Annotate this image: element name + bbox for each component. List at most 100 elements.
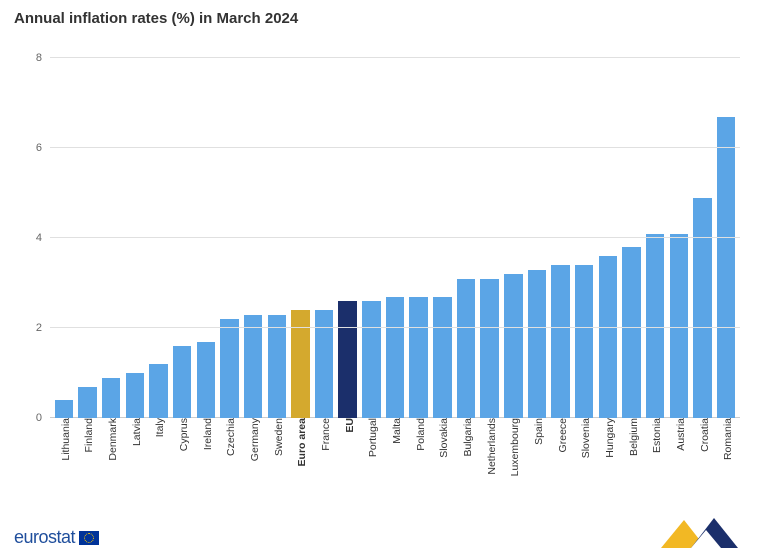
- bar: [220, 319, 238, 418]
- x-axis-label: Estonia: [647, 418, 663, 453]
- x-axis-label: Ireland: [198, 418, 214, 450]
- bar-slot: Greece: [549, 58, 573, 418]
- bar-slot: Euro area: [289, 58, 313, 418]
- bar-slot: Belgium: [620, 58, 644, 418]
- chart-area: LithuaniaFinlandDenmarkLatviaItalyCyprus…: [50, 58, 740, 418]
- x-axis-label: Euro area: [292, 418, 308, 466]
- bar-slot: Finland: [76, 58, 100, 418]
- eurostat-text: eurostat: [14, 527, 75, 548]
- bar-slot: Portugal: [360, 58, 384, 418]
- x-axis-label: Netherlands: [482, 418, 498, 475]
- bar: [599, 256, 617, 418]
- x-axis-label: Czechia: [221, 418, 237, 456]
- bar-slot: Ireland: [194, 58, 218, 418]
- x-axis-label: Austria: [671, 418, 687, 451]
- x-axis-label: Lithuania: [56, 418, 72, 461]
- bar-slot: France: [312, 58, 336, 418]
- x-axis-label: Portugal: [363, 418, 379, 457]
- bar-slot: Spain: [525, 58, 549, 418]
- bar-slot: Latvia: [123, 58, 147, 418]
- bar: [55, 400, 73, 418]
- bars-container: LithuaniaFinlandDenmarkLatviaItalyCyprus…: [50, 58, 740, 418]
- bar-slot: Denmark: [99, 58, 123, 418]
- x-axis-label: Denmark: [103, 418, 119, 461]
- bar-slot: Italy: [147, 58, 171, 418]
- bar-slot: Estonia: [643, 58, 667, 418]
- bar-slot: Croatia: [691, 58, 715, 418]
- x-axis-label: Hungary: [600, 418, 616, 458]
- bar-slot: Poland: [407, 58, 431, 418]
- bar: [693, 198, 711, 419]
- x-axis-label: Slovakia: [434, 418, 450, 458]
- x-axis-label: EU: [340, 418, 356, 433]
- x-axis-label: Spain: [529, 418, 545, 445]
- x-axis-label: Croatia: [695, 418, 711, 452]
- footer: eurostat: [14, 518, 746, 548]
- bar-slot: Malta: [383, 58, 407, 418]
- bar-slot: Slovenia: [572, 58, 596, 418]
- ytick-label: 2: [36, 322, 42, 334]
- bar-slot: Hungary: [596, 58, 620, 418]
- bar: [457, 279, 475, 419]
- bar: [433, 297, 451, 419]
- ytick-label: 8: [36, 52, 42, 64]
- bar: [717, 117, 735, 419]
- bar: [197, 342, 215, 419]
- bar: [268, 315, 286, 419]
- x-axis-label: Bulgaria: [458, 418, 474, 457]
- bar: [622, 247, 640, 418]
- bar: [386, 297, 404, 419]
- bar-slot: Czechia: [218, 58, 242, 418]
- bar: [173, 346, 191, 418]
- bar: [528, 270, 546, 419]
- bar: [670, 234, 688, 419]
- bar-slot: Cyprus: [170, 58, 194, 418]
- ytick-label: 4: [36, 232, 42, 244]
- x-axis-label: Belgium: [624, 418, 640, 456]
- chart-title: Annual inflation rates (%) in March 2024: [14, 10, 298, 27]
- x-axis-label: Poland: [411, 418, 427, 451]
- bar: [362, 301, 380, 418]
- x-axis-label: Italy: [150, 418, 166, 437]
- bar: [504, 274, 522, 418]
- bar: [409, 297, 427, 419]
- bar: [480, 279, 498, 419]
- bar: [575, 265, 593, 418]
- bar-slot: Netherlands: [478, 58, 502, 418]
- x-axis-label: Sweden: [269, 418, 285, 456]
- bar-slot: Bulgaria: [454, 58, 478, 418]
- gridline: [50, 147, 740, 148]
- bar-slot: Luxembourg: [501, 58, 525, 418]
- x-axis-label: Malta: [387, 418, 403, 444]
- bar-slot: Germany: [241, 58, 265, 418]
- bar: [126, 373, 144, 418]
- bar: [244, 315, 262, 419]
- x-axis-label: Latvia: [127, 418, 143, 446]
- x-axis-label: Cyprus: [174, 418, 190, 451]
- x-axis-label: Germany: [245, 418, 261, 461]
- bar: [149, 364, 167, 418]
- bar-slot: Romania: [714, 58, 738, 418]
- x-axis-label: Luxembourg: [505, 418, 521, 476]
- bar-slot: Austria: [667, 58, 691, 418]
- x-axis-label: France: [316, 418, 332, 451]
- x-axis-label: Finland: [79, 418, 95, 452]
- gridline: [50, 327, 740, 328]
- gridline: [50, 57, 740, 58]
- bar-slot: Lithuania: [52, 58, 76, 418]
- bar-slot: Sweden: [265, 58, 289, 418]
- bar: [551, 265, 569, 418]
- bar: [78, 387, 96, 419]
- x-axis-label: Romania: [718, 418, 734, 460]
- ytick-label: 0: [36, 412, 42, 424]
- x-axis-label: Greece: [553, 418, 569, 452]
- bar-slot: EU: [336, 58, 360, 418]
- x-axis-label: Slovenia: [576, 418, 592, 458]
- bar: [646, 234, 664, 419]
- gridline: [50, 237, 740, 238]
- eurostat-brand: eurostat: [14, 527, 99, 548]
- bar-slot: Slovakia: [431, 58, 455, 418]
- ytick-label: 6: [36, 142, 42, 154]
- bar: [102, 378, 120, 419]
- bar: [338, 301, 356, 418]
